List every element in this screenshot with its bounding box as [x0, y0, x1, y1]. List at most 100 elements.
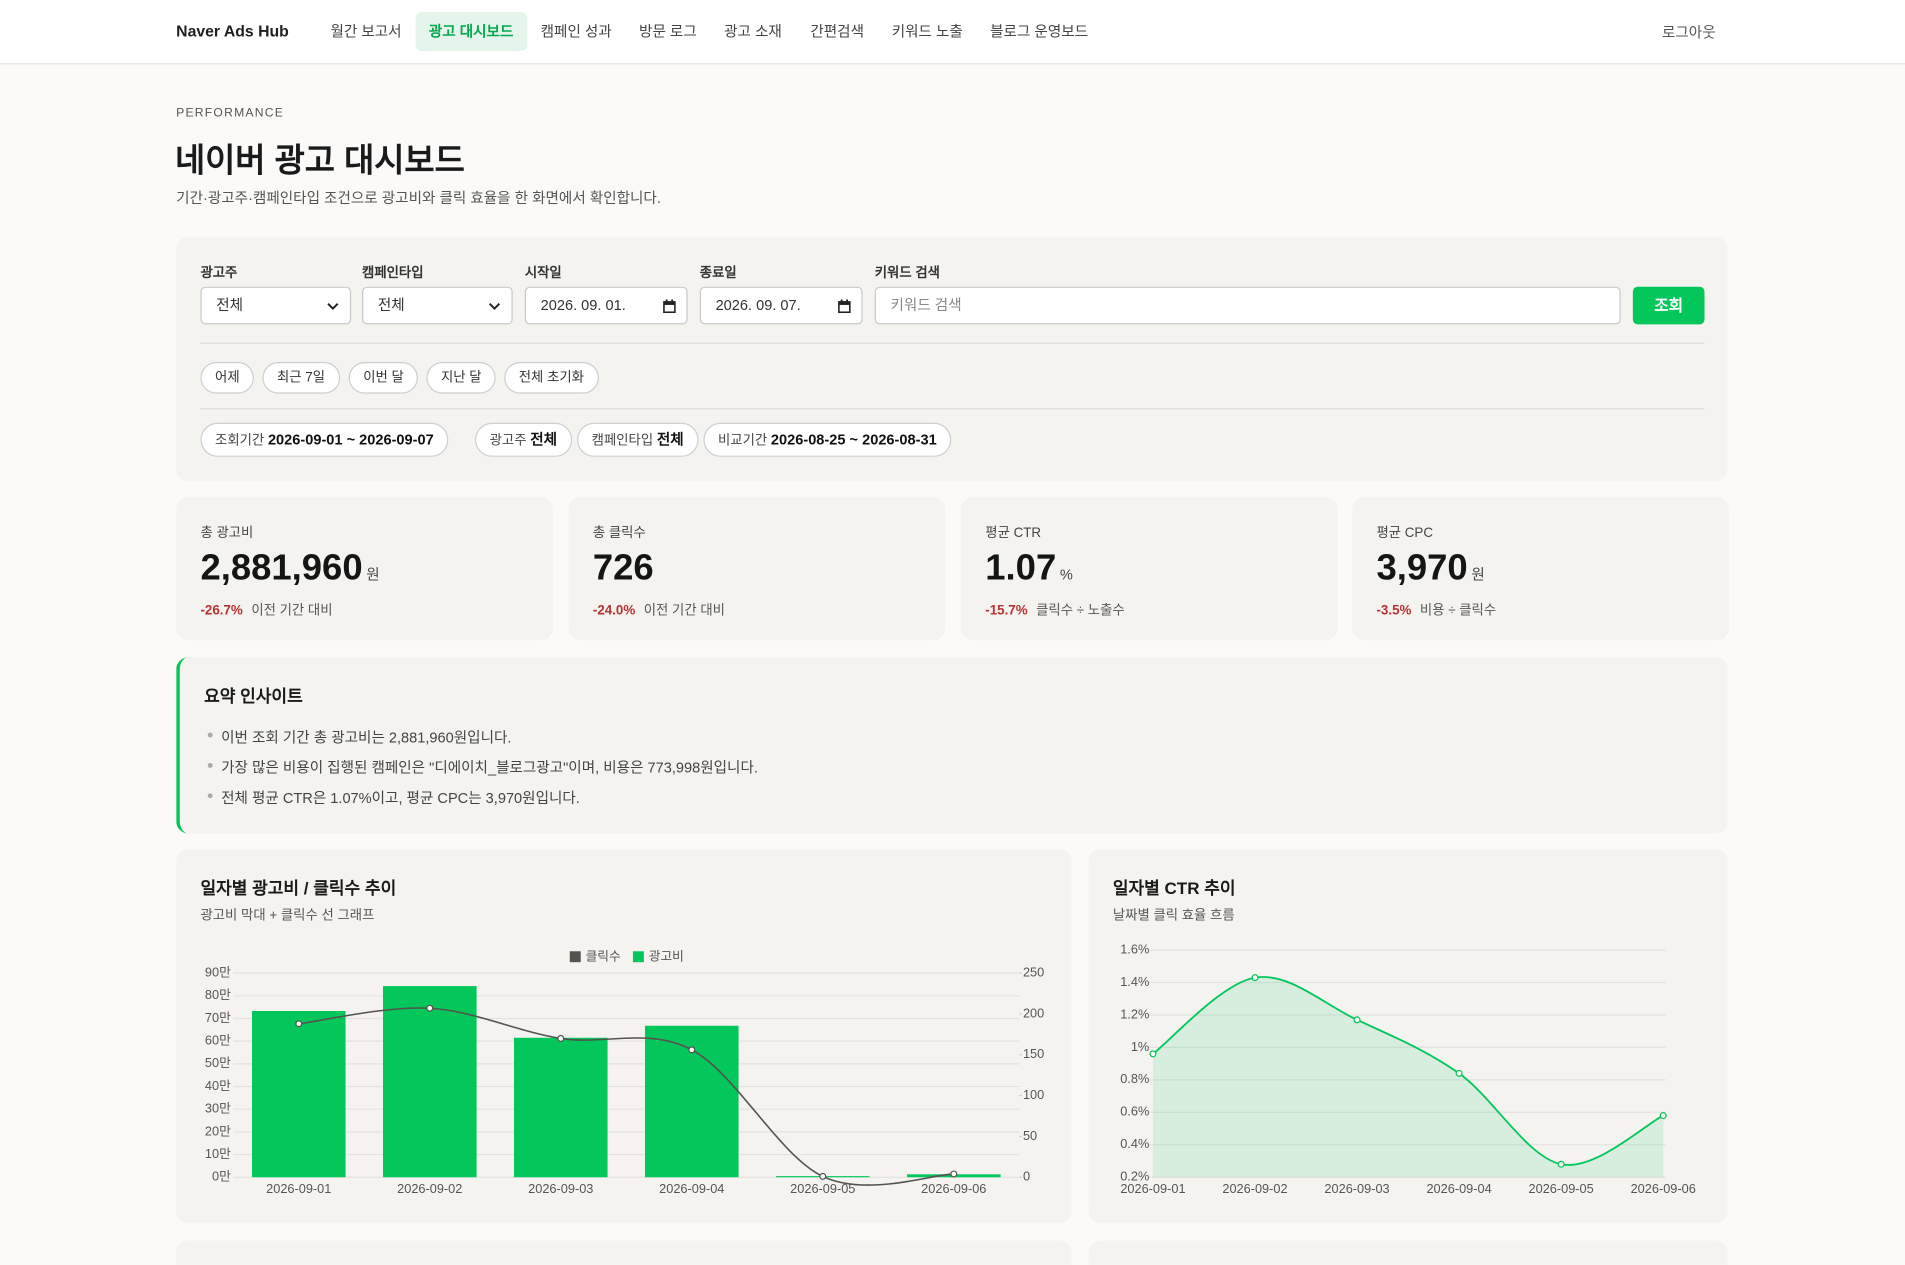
kpi-label: 평균 CTR — [985, 526, 1042, 541]
nav-item[interactable]: 간편검색 — [810, 23, 865, 41]
summary-chip: 광고주 전체 — [475, 422, 572, 457]
preset-chip[interactable]: 최근 7일 — [262, 362, 340, 394]
kpi-label: 총 클릭수 — [592, 526, 646, 541]
nav-item[interactable]: 광고 소재 — [724, 23, 782, 41]
kpi-delta-row: -3.5% 비용 ÷ 클릭수 — [1376, 600, 1496, 619]
preset-chip[interactable]: 지난 달 — [426, 362, 497, 394]
chevron-icon — [327, 303, 339, 310]
submit-button[interactable]: 조회 — [1632, 286, 1705, 325]
field-label: 캠페인타입 — [362, 266, 424, 281]
kpi-unit: % — [1059, 566, 1073, 584]
kpi-delta: -26.7% — [200, 603, 243, 619]
nav-item-active[interactable]: 광고 대시보드 — [415, 12, 527, 52]
summary-label: 조회기간 — [215, 433, 265, 449]
kpi-unit: 원 — [1471, 566, 1485, 584]
summary-label: 광고주 — [489, 433, 527, 449]
summary-value: 전체 — [530, 431, 558, 449]
logout[interactable]: 로그아웃 — [1661, 24, 1716, 42]
page-subtitle: 기간·광고주·캠페인타입 조건으로 광고비와 클릭 효율을 한 화면에서 확인합… — [176, 189, 661, 207]
chart-title: 일자별 CTR 추이 — [1112, 878, 1236, 898]
kpi-value-row: 1.07% — [985, 548, 1073, 589]
field-label: 키워드 검색 — [874, 266, 940, 281]
kpi-value-row: 726 — [593, 548, 654, 589]
bullet — [207, 793, 213, 799]
kpi-value-row: 2,881,960 원 — [200, 548, 379, 589]
bullet — [207, 732, 213, 738]
input-value: 전체 — [377, 296, 405, 314]
divider — [200, 408, 1705, 410]
date-input[interactable]: 2026. 09. 01. — [524, 286, 688, 325]
insight-item: 이번 조회 기간 총 광고비는 2,881,960원입니다. — [221, 728, 512, 746]
nav-item[interactable]: 캠페인 성과 — [540, 23, 612, 41]
eyebrow: PERFORMANCE — [176, 106, 285, 121]
kpi-card: 평균 CTR 1.07% -15.7% 클릭수 ÷ 노출수 — [960, 496, 1338, 641]
field-label: 광고주 — [200, 266, 238, 281]
kpi-delta-row: -15.7% 클릭수 ÷ 노출수 — [985, 600, 1124, 619]
page-title: 네이버 광고 대시보드 — [174, 142, 465, 179]
kpi-delta: -3.5% — [1376, 603, 1412, 619]
next-card — [176, 1240, 1072, 1265]
next-card — [1088, 1240, 1728, 1265]
kpi-value: 2,881,960 — [200, 547, 363, 589]
kpi-delta: -15.7% — [985, 603, 1028, 619]
summary-chip: 비교기간 2026-08-25 ~ 2026-08-31 — [703, 422, 952, 457]
brand: Naver Ads Hub — [176, 21, 289, 41]
preset-chip[interactable]: 전체 초기화 — [504, 362, 599, 394]
kpi-value: 3,970 — [1376, 547, 1468, 589]
date-input[interactable]: 2026. 09. 07. — [699, 286, 863, 325]
nav-item[interactable]: 키워드 노출 — [891, 23, 963, 41]
kpi-note: 이전 기간 대비 — [643, 603, 725, 619]
kpi-label: 평균 CPC — [1376, 526, 1434, 541]
kpi-label: 총 광고비 — [200, 526, 254, 541]
kpi-note: 비용 ÷ 클릭수 — [1419, 603, 1497, 619]
kpi-value: 1.07 — [985, 547, 1057, 589]
placeholder: 키워드 검색 — [890, 296, 962, 314]
calendar-icon — [838, 299, 851, 314]
summary-value: 2026-09-01 ~ 2026-09-07 — [267, 431, 434, 449]
field-label: 종료일 — [699, 266, 737, 281]
kpi-card: 총 클릭수 726 -24.0% 이전 기간 대비 — [568, 496, 946, 641]
nav-item[interactable]: 블로그 운영보드 — [990, 23, 1089, 41]
kpi-card: 총 광고비 2,881,960 원 -26.7% 이전 기간 대비 — [176, 496, 553, 641]
nav-item[interactable]: 월간 보고서 — [330, 23, 402, 41]
summary-chip: 조회기간 2026-09-01 ~ 2026-09-07 — [200, 422, 449, 457]
kpi-unit: 원 — [366, 566, 380, 584]
kpi-delta-row: -24.0% 이전 기간 대비 — [593, 600, 725, 619]
insight-card: 요약 인사이트 이번 조회 기간 총 광고비는 2,881,960원입니다. 가장 … — [176, 657, 1728, 834]
select-input[interactable]: 전체 — [200, 286, 352, 325]
insight-item: 전체 평균 CTR은 1.07%이고, 평균 CPC는 3,970원입니다. — [221, 789, 580, 807]
bullet — [207, 762, 213, 768]
nav-item[interactable]: 방문 로그 — [639, 23, 697, 41]
input-value: 전체 — [216, 296, 244, 314]
select-input[interactable]: 전체 — [362, 286, 513, 325]
summary-label: 비교기간 — [718, 433, 768, 449]
text-input[interactable]: 키워드 검색 — [874, 286, 1621, 325]
input-value: 2026. 09. 01. — [540, 296, 626, 314]
kpi-note: 이전 기간 대비 — [251, 603, 333, 619]
kpi-value: 726 — [592, 547, 654, 589]
kpi-delta-row: -26.7% 이전 기간 대비 — [200, 600, 332, 619]
top-nav: Naver Ads Hub 월간 보고서 광고 대시보드 캠페인 성과 방문 로그 광고 … — [0, 0, 1905, 65]
preset-chip[interactable]: 어제 — [200, 362, 255, 394]
divider — [200, 342, 1705, 344]
chevron-icon — [488, 303, 501, 310]
summary-value: 2026-08-25 ~ 2026-08-31 — [770, 431, 937, 449]
calendar-icon — [663, 299, 676, 314]
chart-title: 일자별 광고비 / 클릭수 추이 — [200, 878, 397, 898]
summary-value: 전체 — [656, 431, 684, 449]
preset-chip[interactable]: 이번 달 — [348, 362, 419, 394]
kpi-delta: -24.0% — [592, 603, 636, 619]
chart-subtitle: 날짜별 클릭 효율 흐름 — [1112, 908, 1235, 924]
kpi-note: 클릭수 ÷ 노출수 — [1036, 603, 1125, 619]
chart-subtitle: 광고비 막대 + 클릭수 선 그래프 — [200, 908, 375, 924]
insight-item: 가장 많은 비용이 집행된 캠페인은 "디에이치_블로그광고"이며, 비용은 7… — [221, 759, 758, 777]
kpi-value-row: 3,970 원 — [1376, 548, 1484, 589]
field-label: 시작일 — [524, 266, 562, 281]
input-value: 2026. 09. 07. — [715, 296, 801, 314]
kpi-card: 평균 CPC 3,970 원 -3.5% 비용 ÷ 클릭수 — [1352, 496, 1729, 641]
